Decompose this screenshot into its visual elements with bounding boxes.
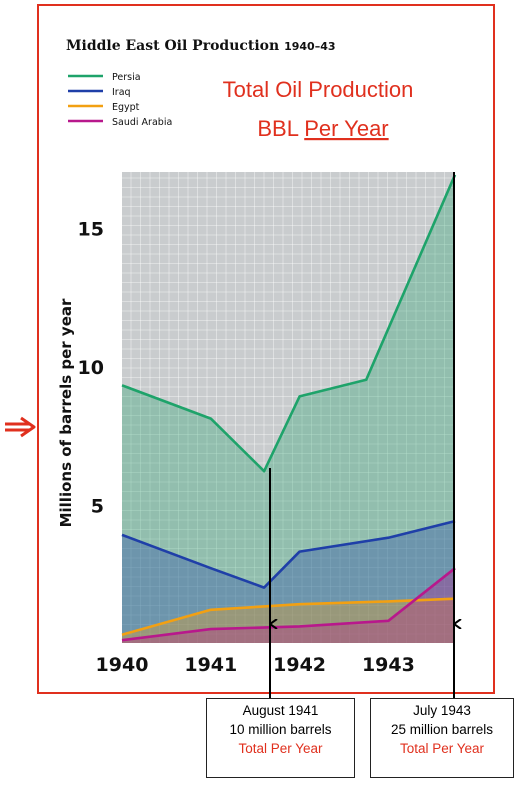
chart-title-main: Middle East Oil Production xyxy=(66,38,284,54)
callout-date: July 1943 xyxy=(413,703,471,718)
callout-rate: Total Per Year xyxy=(399,741,485,756)
line-saudi xyxy=(121,567,456,642)
legend-label-egypt: Egypt xyxy=(112,102,140,113)
y-tick-label: 10 xyxy=(78,357,104,379)
series-areas xyxy=(122,174,455,644)
chart-title: Middle East Oil Production 1940–43 xyxy=(66,38,336,54)
line-persia xyxy=(121,174,457,473)
chart-title-years: 1940–43 xyxy=(284,40,335,53)
x-axis-ticks: 1940 1941 1942 1943 xyxy=(96,654,415,676)
line-iraq xyxy=(121,519,456,589)
y-axis-label: Millions of barrels per year xyxy=(57,298,75,527)
annotation-line2-underlined: Per Year xyxy=(304,116,388,141)
x-tick-label: 1940 xyxy=(96,654,149,676)
legend-label-iraq: Iraq xyxy=(112,87,131,98)
legend-label-persia: Persia xyxy=(112,72,141,83)
series-lines xyxy=(121,174,457,642)
x-tick-label: 1942 xyxy=(273,654,326,676)
x-tick-label: 1943 xyxy=(362,654,415,676)
legend-label-saudi: Saudi Arabia xyxy=(112,117,172,128)
callout-rate: Total Per Year xyxy=(238,741,323,756)
callout-box-aug-1941: August 1941 10 million barrels Total Per… xyxy=(206,698,355,778)
legend: Persia Iraq Egypt Saudi Arabia xyxy=(68,72,172,128)
callout-amount: 10 million barrels xyxy=(229,722,332,737)
callout-box-jul-1943: July 1943 25 million barrels Total Per Y… xyxy=(370,698,514,778)
area-persia xyxy=(122,174,455,644)
y-tick-label: 15 xyxy=(78,218,104,240)
line-egypt xyxy=(121,597,456,636)
chart-frame xyxy=(37,4,495,694)
area-egypt xyxy=(122,598,455,643)
y-tick-label: 5 xyxy=(91,495,104,517)
annotation-line2-prefix: BBL xyxy=(257,116,304,141)
callout-date: August 1941 xyxy=(242,703,319,718)
annotation-line1: Total Oil Production xyxy=(223,77,414,102)
callout-amount: 25 million barrels xyxy=(390,722,494,737)
x-tick-label: 1941 xyxy=(184,654,237,676)
annotation-line2: BBL Per Year xyxy=(257,116,388,141)
y-axis-ticks: 5 10 15 xyxy=(78,218,104,517)
area-saudi xyxy=(122,568,455,643)
side-arrow-icon xyxy=(5,416,36,438)
